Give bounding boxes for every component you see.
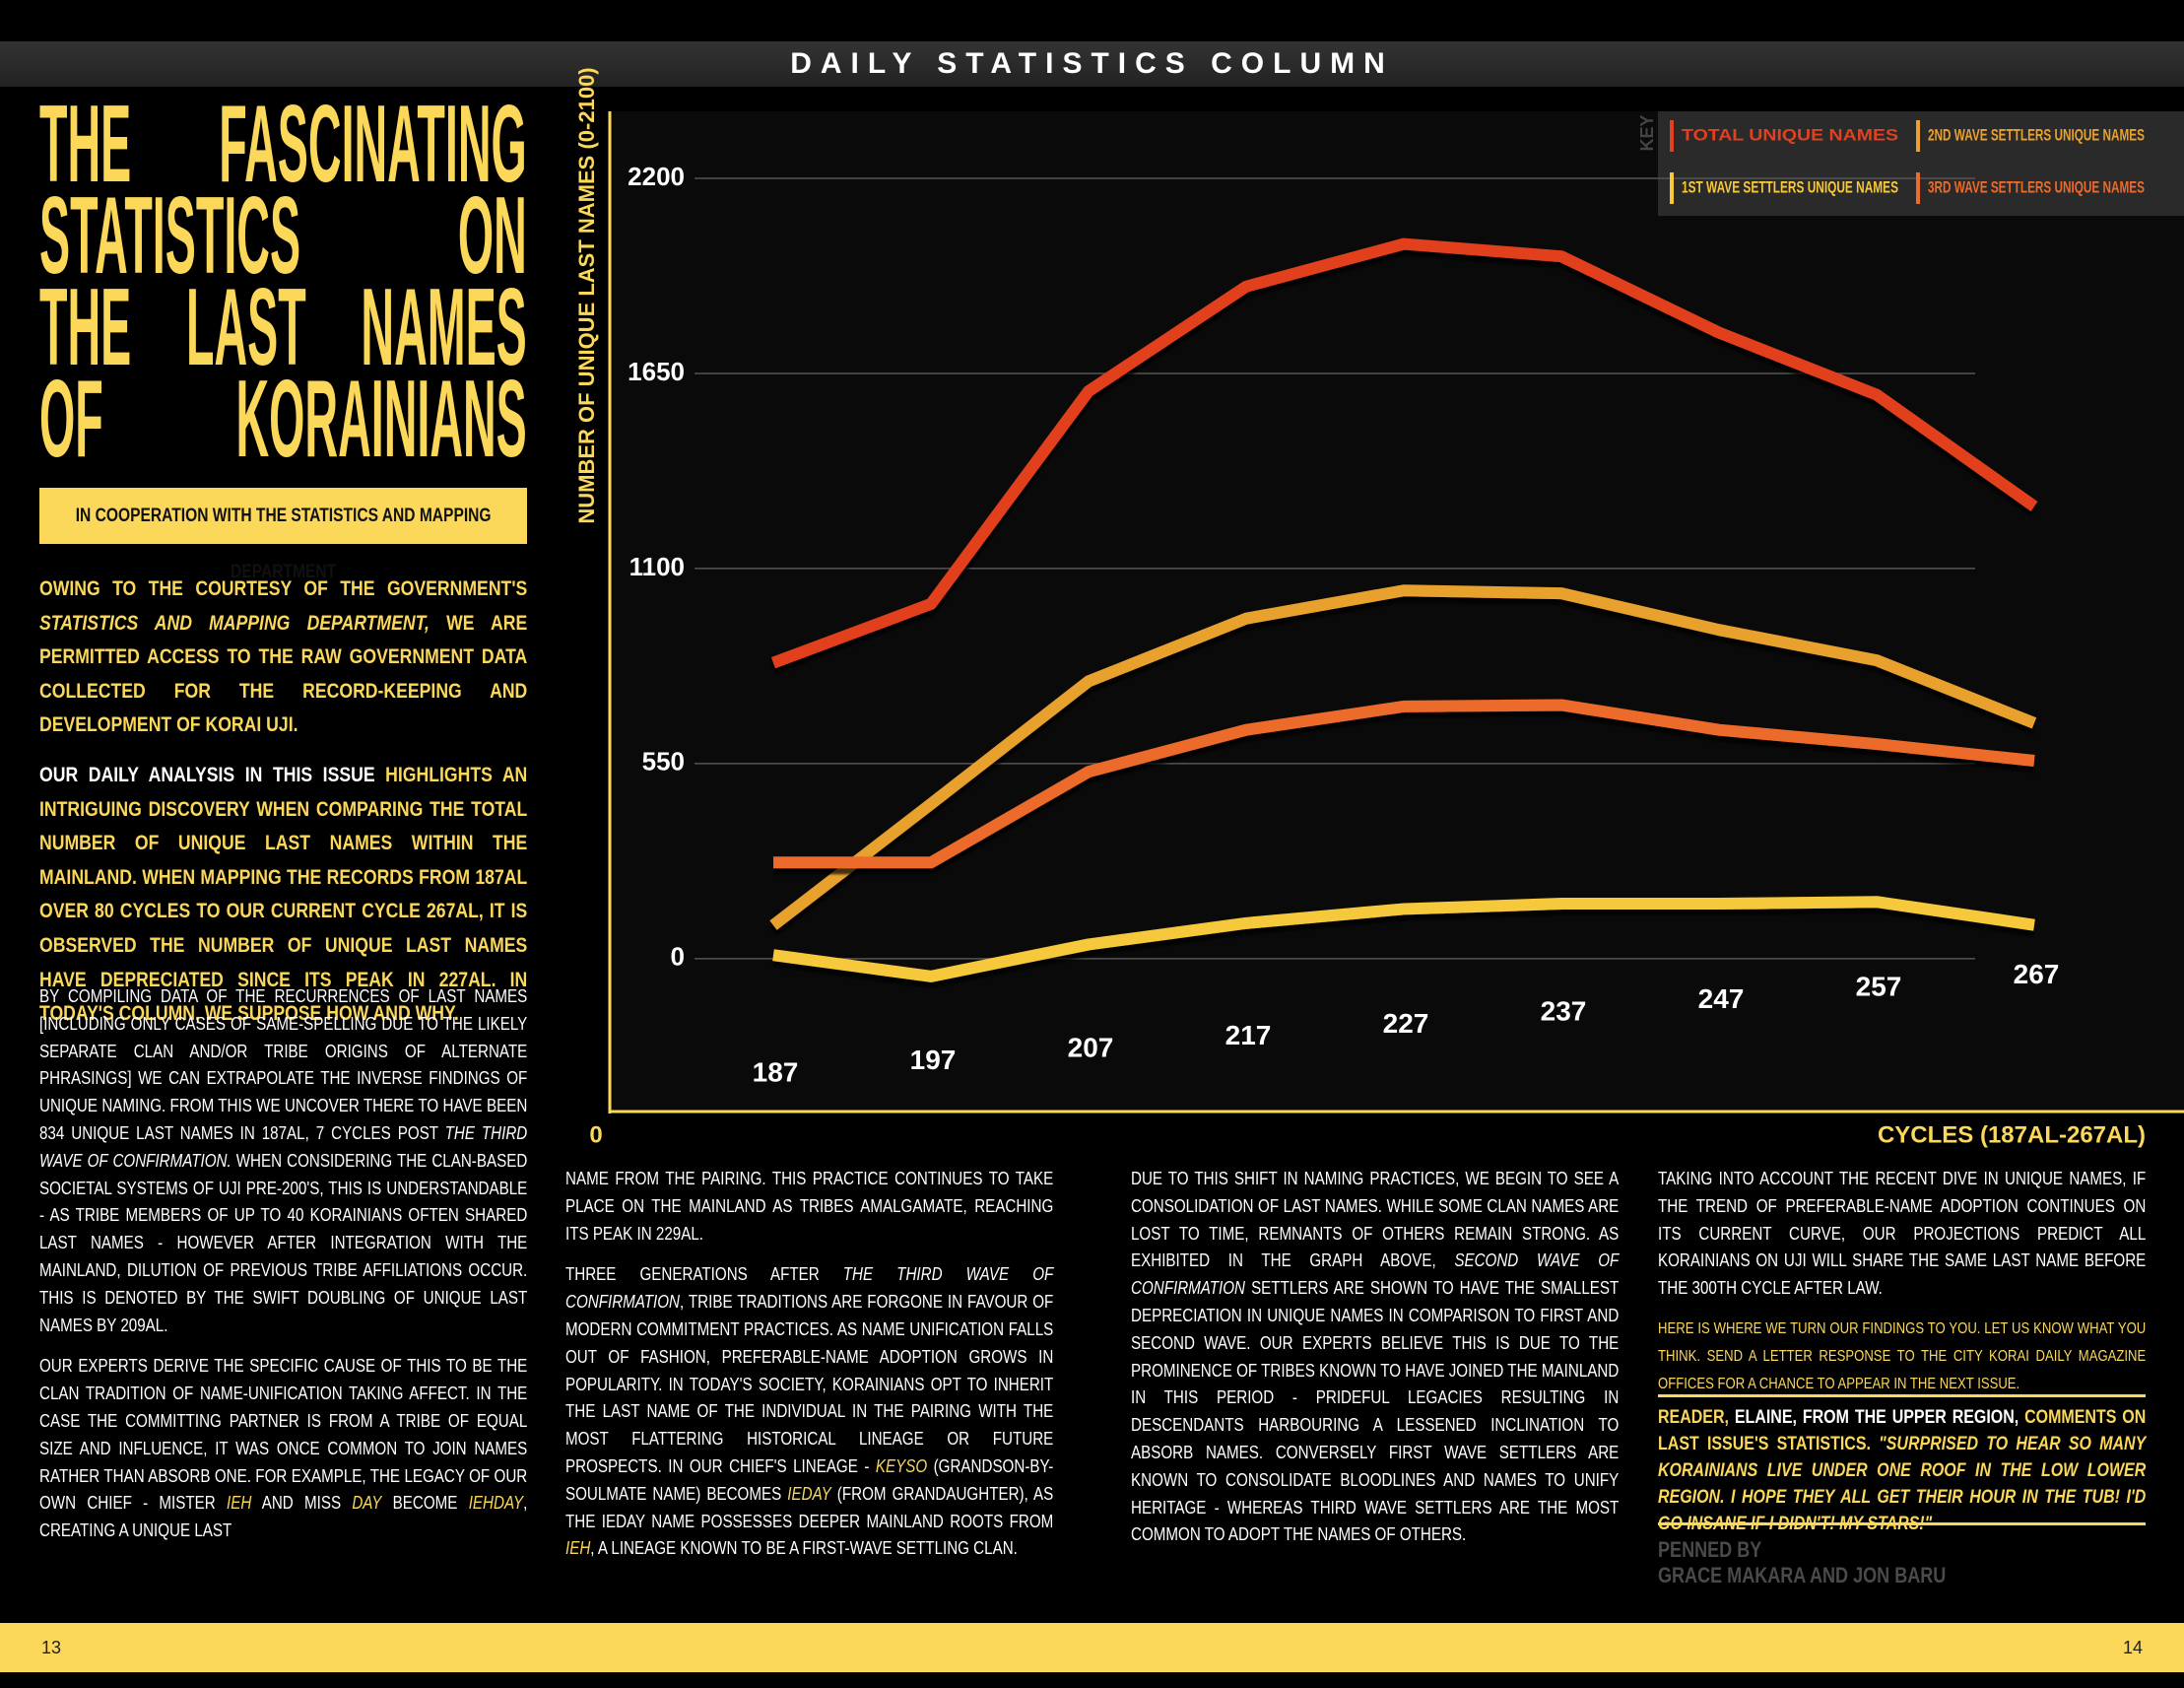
origin-label: 0 bbox=[589, 1121, 602, 1148]
x-tick-label: 187 bbox=[753, 1056, 799, 1087]
byline-label: PENNED BY bbox=[1658, 1537, 1762, 1562]
text-run: IEH bbox=[226, 1492, 252, 1514]
text-run: HIGHLIGHTS AN INTRIGUING DISCOVERY WHEN … bbox=[39, 762, 528, 1026]
title-line: STATISTICS ON bbox=[39, 174, 527, 297]
text-run: IEH bbox=[565, 1537, 591, 1559]
text-run: AND MISS bbox=[251, 1492, 353, 1514]
page-number: 14 bbox=[2122, 1638, 2143, 1657]
column: DUE TO THIS SHIFT IN NAMING PRACTICES, W… bbox=[1131, 1165, 1619, 1562]
x-tick-label: 237 bbox=[1541, 995, 1587, 1026]
text-run: READER, bbox=[1658, 1406, 1735, 1428]
byline-authors: GRACE MAKARA AND JON BARU bbox=[1658, 1563, 1947, 1587]
y-tick-label: 550 bbox=[642, 747, 685, 776]
header: DAILY STATISTICS COLUMN bbox=[790, 47, 1394, 80]
paragraph: BY COMPILING DATA OF THE RECURRENCES OF … bbox=[39, 982, 527, 1338]
series-line bbox=[769, 584, 2037, 930]
series-line bbox=[770, 237, 2038, 669]
y-tick-label: 0 bbox=[671, 942, 685, 972]
text-run: BECOME bbox=[381, 1492, 469, 1514]
title-line: THE LAST NAMES bbox=[39, 266, 527, 388]
footer-bar bbox=[0, 1623, 2184, 1672]
title-line: OF KORAINIANS bbox=[39, 358, 527, 480]
series-line bbox=[772, 896, 2035, 982]
paragraph: OWING TO THE COURTESY OF THE GOVERNMENT'… bbox=[39, 572, 527, 742]
text-run: KEYSO bbox=[875, 1454, 928, 1476]
text-run: TAKING INTO ACCOUNT THE RECENT DIVE IN U… bbox=[1658, 1168, 2147, 1299]
x-tick-label: 227 bbox=[1383, 1008, 1429, 1039]
text-run: , A LINEAGE KNOWN TO BE A FIRST-WAVE SET… bbox=[590, 1537, 1018, 1559]
text-run: OWING TO THE COURTESY OF THE GOVERNMENT'… bbox=[39, 576, 528, 600]
text-run: , CREATING A UNIQUE LAST bbox=[39, 1492, 528, 1541]
text-run: OUR EXPERTS DERIVE THE SPECIFIC CAUSE OF… bbox=[39, 1355, 528, 1514]
paragraph: OUR EXPERTS DERIVE THE SPECIFIC CAUSE OF… bbox=[39, 1352, 527, 1544]
legend-label: TOTAL UNIQUE NAMES bbox=[1682, 125, 1898, 144]
y-tick-label: 1100 bbox=[629, 552, 685, 581]
chart: NUMBER OF UNIQUE LAST NAMES (0-2100) CYC… bbox=[574, 67, 2184, 1148]
paragraph: DUE TO THIS SHIFT IN NAMING PRACTICES, W… bbox=[1131, 1165, 1619, 1548]
text-run: (FROM GRANDAUGHTER), AS THE IEDAY NAME P… bbox=[565, 1482, 1054, 1531]
rule bbox=[1658, 1394, 2146, 1397]
x-tick-label: 217 bbox=[1225, 1020, 1272, 1050]
legend-title: KEY bbox=[1637, 114, 1657, 151]
paragraph: THREE GENERATIONS AFTER THE THIRD WAVE O… bbox=[565, 1260, 1053, 1562]
series-line bbox=[773, 699, 2035, 869]
text-run: , TRIBE TRADITIONS ARE FORGONE IN FAVOUR… bbox=[565, 1291, 1054, 1476]
subtitle: IN COOPERATION WITH THE STATISTICS AND M… bbox=[75, 506, 492, 582]
text-run: NAME FROM THE PAIRING. THIS PRACTICE CON… bbox=[565, 1168, 1054, 1244]
y-tick-label: 2200 bbox=[628, 162, 685, 191]
column: NAME FROM THE PAIRING. THIS PRACTICE CON… bbox=[565, 1165, 1053, 1576]
text-run: THE THIRD WAVE OF CONFIRMATION. bbox=[39, 1121, 528, 1171]
paragraph: TAKING INTO ACCOUNT THE RECENT DIVE IN U… bbox=[1658, 1165, 2146, 1302]
text-run: IEDAY bbox=[787, 1482, 831, 1504]
text-run: THE THIRD WAVE OF CONFIRMATION bbox=[565, 1263, 1054, 1313]
text-run: ELAINE, FROM THE UPPER REGION, bbox=[1734, 1406, 2019, 1428]
text-run: WHEN CONSIDERING THE CLAN-BASED SOCIETAL… bbox=[39, 1149, 528, 1335]
text-run: "SURPRISED TO HEAR SO MANY KORAINIANS LI… bbox=[1658, 1433, 2147, 1534]
text-run: WE ARE PERMITTED ACCESS TO THE RAW GOVER… bbox=[39, 610, 528, 737]
text-run: OUR DAILY ANALYSIS IN THIS ISSUE bbox=[39, 762, 386, 786]
column: TAKING INTO ACCOUNT THE RECENT DIVE IN U… bbox=[1658, 1165, 2146, 1316]
column: BY COMPILING DATA OF THE RECURRENCES OF … bbox=[39, 982, 527, 1558]
x-tick-label: 197 bbox=[910, 1045, 957, 1075]
text-run: SETTLERS ARE SHOWN TO HAVE THE SMALLEST … bbox=[1131, 1277, 1620, 1545]
text-run: DAY bbox=[352, 1492, 382, 1514]
text-run: IEHDAY bbox=[468, 1492, 524, 1514]
y-axis-label: NUMBER OF UNIQUE LAST NAMES (0-2100) bbox=[574, 67, 599, 523]
x-tick-label: 207 bbox=[1068, 1033, 1114, 1063]
page-number: 13 bbox=[41, 1638, 62, 1657]
reader-letter: READER, ELAINE, FROM THE UPPER REGION, C… bbox=[1658, 1404, 2146, 1537]
intro: OWING TO THE COURTESY OF THE GOVERNMENT'… bbox=[39, 572, 527, 1047]
plot-background bbox=[610, 111, 2184, 1112]
legend-label: 1ST WAVE SETTLERS UNIQUE NAMES bbox=[1682, 177, 1898, 196]
text-run: BY COMPILING DATA OF THE RECURRENCES OF … bbox=[39, 985, 528, 1143]
header-bar bbox=[0, 41, 2184, 87]
title-line: THE FASCINATING bbox=[39, 83, 527, 205]
x-tick-label: 267 bbox=[2014, 959, 2060, 989]
callout: HERE IS WHERE WE TURN OUR FINDINGS TO YO… bbox=[1658, 1320, 2147, 1392]
title: THE FASCINATING STATISTICS ON THE LAST NAM… bbox=[39, 83, 527, 480]
text-run: THREE GENERATIONS AFTER bbox=[565, 1263, 843, 1285]
legend-label: 2ND WAVE SETTLERS UNIQUE NAMES bbox=[1928, 125, 2145, 144]
subtitle-box bbox=[39, 488, 527, 544]
x-axis-label: CYCLES (187AL-267AL) bbox=[1878, 1121, 2146, 1148]
legend-box bbox=[1658, 111, 2184, 216]
x-tick-label: 247 bbox=[1698, 983, 1745, 1014]
paragraph: NAME FROM THE PAIRING. THIS PRACTICE CON… bbox=[565, 1165, 1053, 1247]
legend-label: 3RD WAVE SETTLERS UNIQUE NAMES bbox=[1928, 177, 2145, 196]
text-run: DUE TO THIS SHIFT IN NAMING PRACTICES, W… bbox=[1131, 1168, 1620, 1271]
text-run: COMMENTS ON LAST ISSUE'S STATISTICS. bbox=[1658, 1406, 2147, 1454]
y-tick-label: 1650 bbox=[628, 357, 685, 386]
x-tick-label: 257 bbox=[1856, 972, 1902, 1002]
text-run: (GRANDSON-BY-SOULMATE NAME) BECOMES bbox=[565, 1454, 1054, 1504]
paragraph: OUR DAILY ANALYSIS IN THIS ISSUE HIGHLIG… bbox=[39, 758, 527, 1031]
byline: PENNED BY GRACE MAKARA AND JON BARU bbox=[1658, 1537, 2146, 1588]
rule bbox=[1658, 1522, 2146, 1525]
text-run: SECOND WAVE OF CONFIRMATION bbox=[1131, 1249, 1620, 1299]
text-run: STATISTICS AND MAPPING DEPARTMENT, bbox=[39, 610, 430, 635]
